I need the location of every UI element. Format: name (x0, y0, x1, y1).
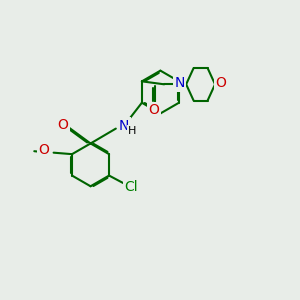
Text: O: O (148, 103, 159, 117)
Text: O: O (216, 76, 226, 90)
Text: H: H (128, 126, 136, 136)
Text: O: O (39, 143, 50, 157)
Text: O: O (58, 118, 68, 132)
Text: N: N (174, 76, 185, 90)
Text: N: N (119, 118, 129, 133)
Text: Cl: Cl (124, 181, 138, 194)
